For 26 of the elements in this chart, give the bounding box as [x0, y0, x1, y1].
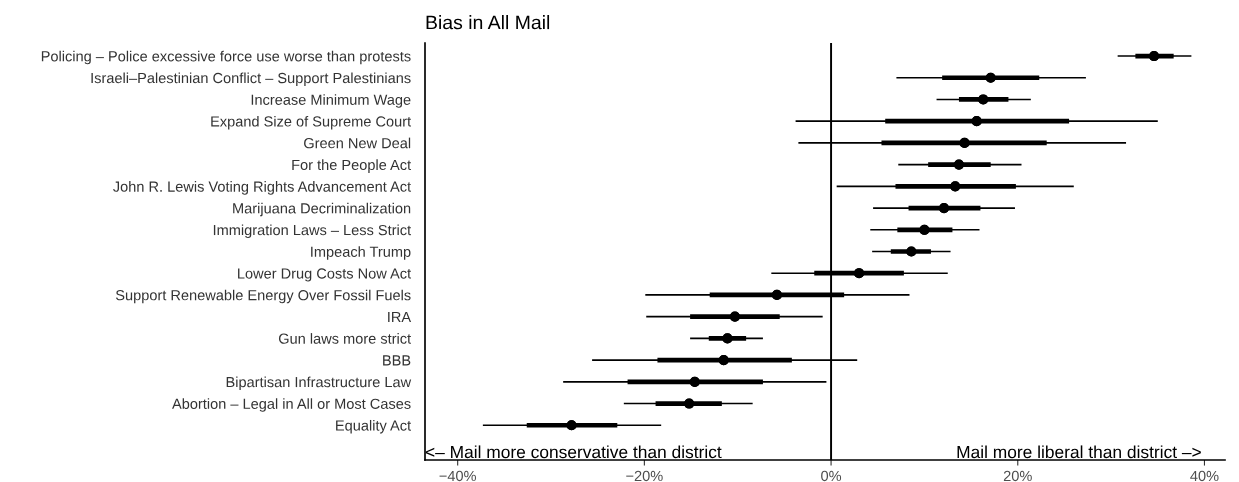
- y-tick-label: John R. Lewis Voting Rights Advancement Act: [113, 181, 412, 195]
- x-tick-label: 0%: [821, 470, 842, 482]
- y-tick-label: Policing – Police excessive force use worse than protests: [41, 50, 411, 65]
- x-tick-label: 20%: [1003, 470, 1032, 482]
- y-tick-label: Impeach Trump: [311, 246, 411, 260]
- annotation: <– Mail more conservative than district: [425, 445, 722, 459]
- x-tick-label: −20%: [626, 470, 663, 482]
- y-tick-label: Increase Minimum Wage: [251, 94, 411, 108]
- annotation: Mail more liberal than district –>: [957, 445, 1201, 459]
- y-tick-label: Green New Deal: [304, 137, 411, 149]
- y-tick-label: Marijuana Decriminalization: [233, 202, 411, 217]
- y-tick-label: Gun laws more strict: [278, 333, 412, 344]
- y-tick-label: For the People Act: [292, 159, 412, 173]
- y-tick-label: Immigration Laws – Less Strict: [213, 224, 412, 239]
- y-tick-label: Israeli–Palestinian Conflict – Support Palestinians: [91, 72, 411, 87]
- y-tick-label: Expand Size of Supreme Court: [211, 115, 412, 130]
- x-tick-label: 40%: [1190, 470, 1219, 482]
- y-tick-label: Support Renewable Energy Over Fossil Fuels: [115, 289, 411, 304]
- y-tick-label: Bipartisan Infrastructure Law: [226, 376, 412, 391]
- y-tick-label: Equality Act: [336, 419, 412, 434]
- chart-title: Bias in All Mail: [426, 15, 550, 30]
- x-tick-label: −40%: [439, 470, 477, 482]
- y-tick-label: Abortion – Legal in All or Most Cases: [172, 398, 411, 412]
- y-tick-label: Lower Drug Costs Now Act: [238, 268, 412, 282]
- y-tick-label: BBB: [383, 355, 411, 366]
- y-tick-label: IRA: [388, 311, 412, 322]
